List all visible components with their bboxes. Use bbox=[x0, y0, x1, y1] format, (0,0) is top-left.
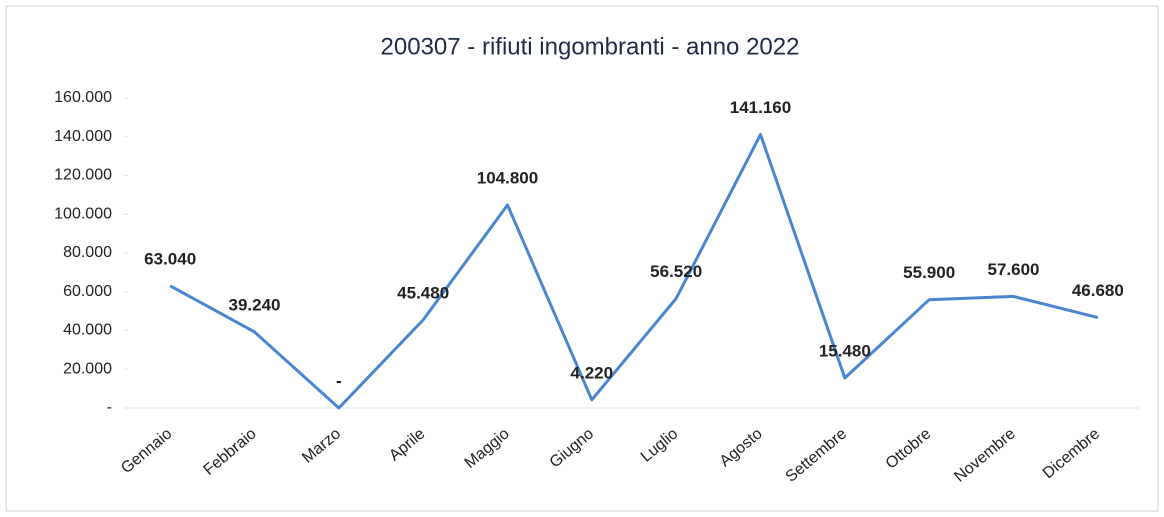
data-label: 104.800 bbox=[477, 168, 538, 187]
y-tick-label: 140.000 bbox=[54, 128, 112, 145]
chart-frame bbox=[5, 5, 1159, 512]
data-label: - bbox=[336, 371, 342, 390]
data-label: 63.040 bbox=[144, 249, 196, 268]
data-label: 56.520 bbox=[650, 262, 702, 281]
y-tick-label: 20.000 bbox=[63, 360, 112, 377]
data-label: 57.600 bbox=[988, 260, 1040, 279]
y-tick-label: 80.000 bbox=[63, 244, 112, 261]
chart-title: 200307 - rifiuti ingombranti - anno 2022 bbox=[381, 33, 800, 60]
y-tick-label: 40.000 bbox=[63, 322, 112, 339]
y-tick-label: 160.000 bbox=[54, 89, 112, 106]
data-label: 39.240 bbox=[229, 295, 281, 314]
y-tick-label: - bbox=[107, 399, 112, 416]
data-label: 46.680 bbox=[1072, 281, 1124, 300]
y-tick-label: 120.000 bbox=[54, 167, 112, 184]
data-label: 45.480 bbox=[397, 283, 449, 302]
y-tick-label: 100.000 bbox=[54, 205, 112, 222]
data-label: 141.160 bbox=[730, 98, 791, 117]
data-label: 4.220 bbox=[571, 363, 614, 382]
y-tick-label: 60.000 bbox=[63, 283, 112, 300]
data-label: 15.480 bbox=[819, 341, 871, 360]
data-line bbox=[169, 133, 1099, 410]
data-label: 55.900 bbox=[903, 263, 955, 282]
